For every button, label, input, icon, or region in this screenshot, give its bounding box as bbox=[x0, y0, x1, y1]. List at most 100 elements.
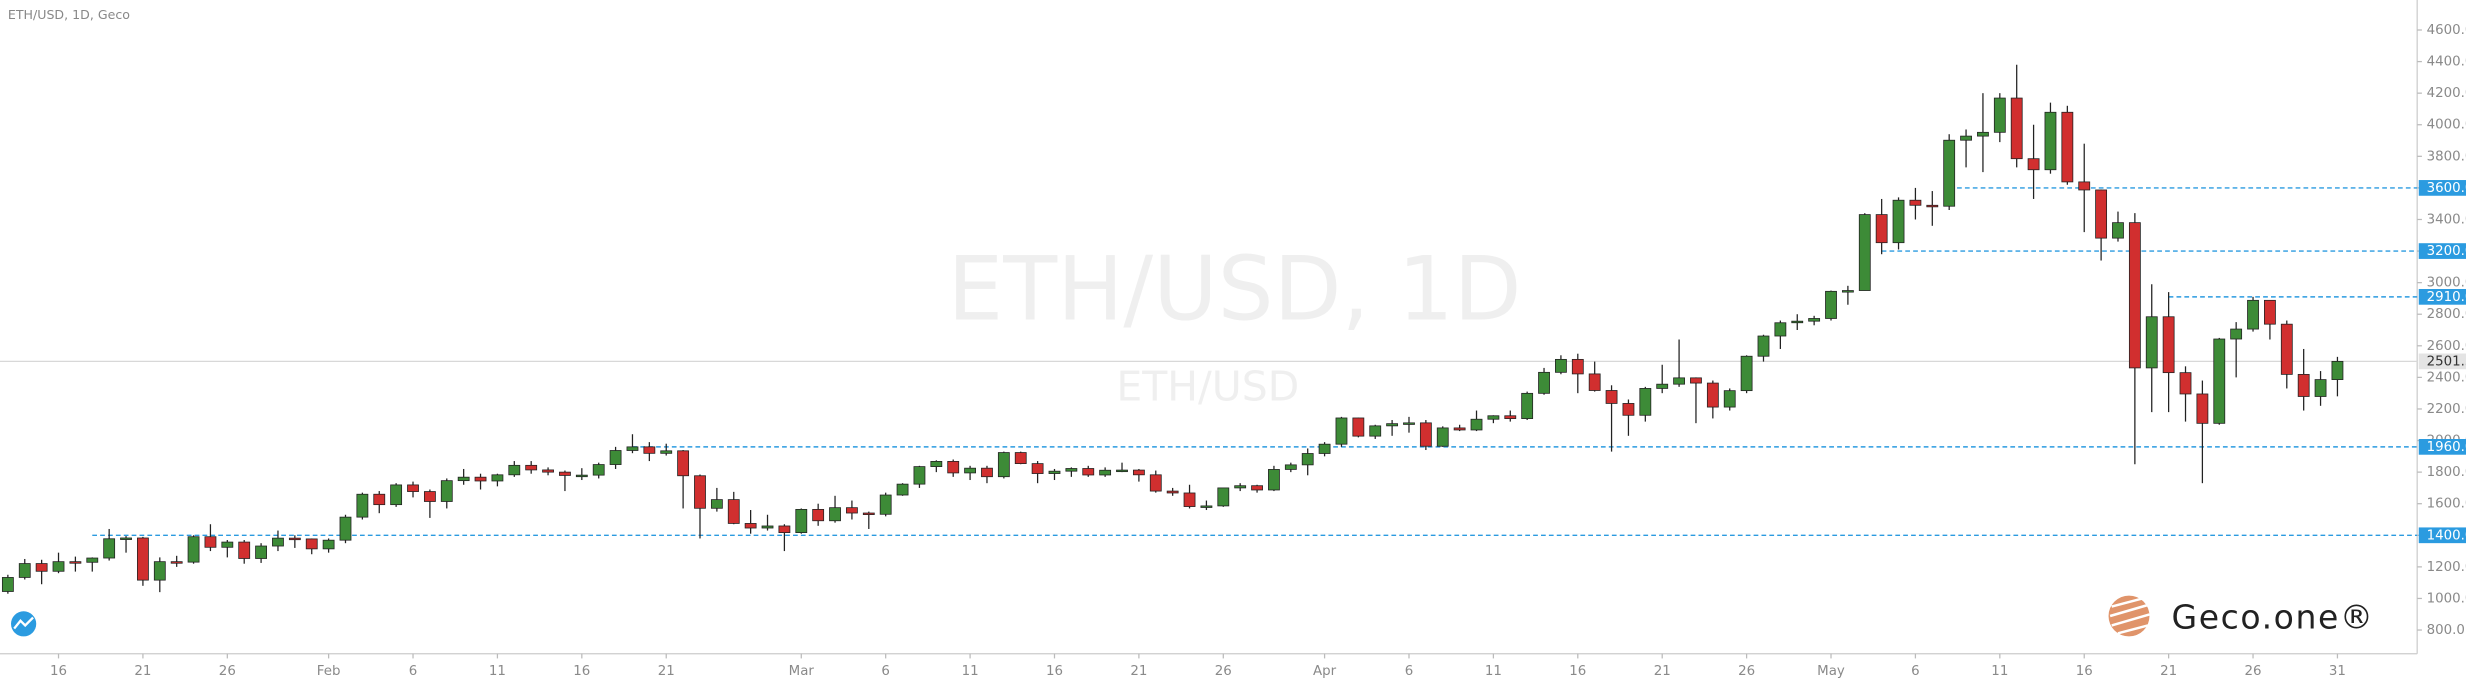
candle bbox=[474, 473, 487, 490]
level-label-box bbox=[2418, 288, 2466, 305]
candle-body bbox=[1031, 463, 1044, 474]
x-tick-label: 21 bbox=[1130, 664, 1147, 679]
candle-body bbox=[1825, 290, 1837, 319]
candle-body bbox=[1132, 469, 1145, 476]
candle bbox=[2247, 296, 2259, 332]
candle-body bbox=[1318, 443, 1331, 454]
candle-body bbox=[525, 464, 538, 471]
candle bbox=[153, 557, 166, 593]
candle bbox=[1875, 198, 1888, 255]
candle bbox=[1014, 451, 1027, 465]
x-tick-label: 26 bbox=[1738, 664, 1755, 679]
candle-body bbox=[238, 541, 251, 559]
candle-body bbox=[862, 512, 875, 515]
candle-body bbox=[2297, 373, 2310, 397]
candle-body bbox=[744, 523, 757, 529]
candle bbox=[356, 492, 369, 520]
candle-body bbox=[1656, 383, 1669, 389]
candle-body bbox=[1673, 377, 1685, 385]
candle-body bbox=[305, 538, 318, 550]
candle bbox=[947, 459, 960, 477]
level-label-box bbox=[2418, 439, 2466, 455]
candle-body bbox=[508, 464, 521, 476]
candle-body bbox=[1217, 487, 1230, 507]
candle bbox=[1301, 448, 1314, 476]
candle-body bbox=[727, 499, 740, 524]
candle bbox=[677, 450, 690, 509]
candle-body bbox=[2264, 299, 2276, 325]
candle-body bbox=[1386, 423, 1399, 427]
candle-body bbox=[1926, 204, 1939, 208]
candle bbox=[1740, 355, 1753, 394]
y-tick-label: 3000.0 bbox=[2427, 276, 2466, 291]
candle-body bbox=[1841, 290, 1854, 293]
candle-body bbox=[2179, 372, 2192, 395]
level-label: 3200.0 bbox=[2427, 244, 2466, 259]
candle-body bbox=[1875, 214, 1888, 244]
x-tick-label: 11 bbox=[962, 664, 979, 679]
candle-body bbox=[373, 493, 386, 506]
candle-body bbox=[896, 483, 909, 496]
level-label-box bbox=[2418, 243, 2466, 259]
candle-body bbox=[913, 466, 926, 485]
candle bbox=[930, 460, 943, 473]
candle-body bbox=[1555, 358, 1567, 373]
candle bbox=[643, 442, 656, 462]
candle bbox=[964, 465, 976, 481]
candle bbox=[1031, 461, 1044, 484]
candle-body bbox=[879, 494, 892, 515]
candle-body bbox=[677, 450, 690, 477]
candle-body bbox=[1487, 415, 1500, 420]
candle bbox=[1690, 377, 1702, 424]
candle-body bbox=[1774, 322, 1787, 337]
candle bbox=[1892, 197, 1905, 250]
candle bbox=[1318, 442, 1331, 457]
candle-body bbox=[1082, 468, 1095, 476]
candle bbox=[660, 443, 673, 456]
x-tick-label: 21 bbox=[134, 664, 151, 679]
candle-body bbox=[829, 507, 841, 522]
candle bbox=[1588, 361, 1601, 392]
candle-body bbox=[2112, 222, 2124, 239]
candle-body bbox=[356, 493, 369, 518]
candle bbox=[1757, 334, 1770, 362]
candle bbox=[1116, 462, 1128, 473]
candle bbox=[440, 478, 453, 509]
candle bbox=[272, 530, 284, 552]
candle bbox=[221, 540, 234, 558]
candle-body bbox=[1403, 422, 1415, 425]
candle bbox=[1943, 134, 1956, 211]
y-tick-label: 3400.0 bbox=[2427, 212, 2466, 227]
candle bbox=[1200, 500, 1213, 511]
candle-body bbox=[255, 545, 267, 559]
y-tick-label: 1800.0 bbox=[2427, 465, 2466, 480]
candle bbox=[1403, 416, 1415, 433]
y-tick-label: 2200.0 bbox=[2427, 402, 2466, 417]
candle-body bbox=[474, 476, 487, 482]
candle-body bbox=[1892, 199, 1905, 244]
candle-body bbox=[1723, 390, 1736, 408]
candle bbox=[1639, 386, 1652, 422]
candle bbox=[423, 489, 436, 518]
candle bbox=[1217, 487, 1230, 507]
candle bbox=[1284, 462, 1297, 473]
x-tick-label: 6 bbox=[1911, 664, 1920, 679]
candle-body bbox=[1284, 464, 1297, 470]
candle bbox=[288, 535, 301, 548]
candle bbox=[1183, 484, 1196, 509]
candle-body bbox=[710, 499, 723, 509]
candle-body bbox=[660, 450, 673, 454]
x-tick-label: 11 bbox=[1485, 664, 1502, 679]
y-tick-label: 3800.0 bbox=[2427, 149, 2466, 164]
last-price-label: 2501.5 bbox=[2427, 354, 2466, 369]
candle bbox=[238, 540, 251, 564]
candle bbox=[2027, 124, 2040, 199]
candle-body bbox=[1149, 474, 1162, 492]
candle bbox=[2162, 292, 2175, 413]
x-tick-label: 16 bbox=[2076, 664, 2093, 679]
candle-body bbox=[1116, 469, 1128, 473]
candle-body bbox=[52, 561, 65, 572]
candle bbox=[862, 511, 875, 529]
candle-body bbox=[407, 484, 419, 492]
